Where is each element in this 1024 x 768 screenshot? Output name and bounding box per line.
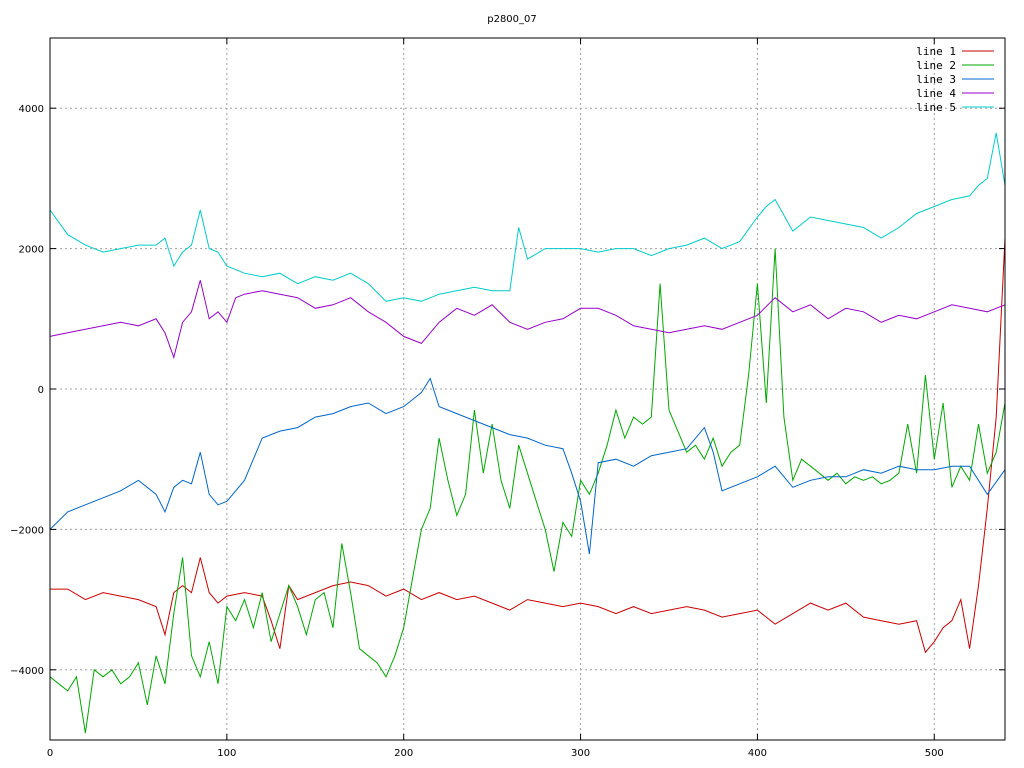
legend-label: line 1 xyxy=(916,45,956,58)
x-tick-label: 100 xyxy=(217,748,236,759)
series-line-2 xyxy=(49,248,1006,734)
legend-label: line 3 xyxy=(916,73,956,86)
y-tick-label: 0 xyxy=(38,385,44,396)
chart-title: p2800_07 xyxy=(487,14,537,25)
y-axis: −4000 −2000 0 2000 4000 xyxy=(10,104,1005,677)
x-tick-label: 500 xyxy=(925,748,944,759)
series-group xyxy=(49,132,1006,734)
y-tick-label: 4000 xyxy=(19,104,44,115)
y-tick-label: 2000 xyxy=(19,245,44,256)
legend-label: line 4 xyxy=(916,87,956,100)
x-axis: 0 100 200 300 400 500 xyxy=(47,38,944,759)
series-line-3 xyxy=(49,377,1006,555)
y-tick-label: −4000 xyxy=(10,666,44,677)
grid xyxy=(50,38,1005,740)
x-tick-label: 0 xyxy=(47,748,53,759)
series-line-5 xyxy=(49,132,1006,302)
x-tick-label: 300 xyxy=(571,748,590,759)
series-line-1 xyxy=(50,238,1006,654)
x-tick-label: 200 xyxy=(394,748,413,759)
series-line-4 xyxy=(49,280,1006,360)
x-tick-label: 400 xyxy=(748,748,767,759)
legend-label: line 5 xyxy=(916,101,956,114)
legend-label: line 2 xyxy=(916,59,956,72)
y-tick-label: −2000 xyxy=(10,525,44,536)
